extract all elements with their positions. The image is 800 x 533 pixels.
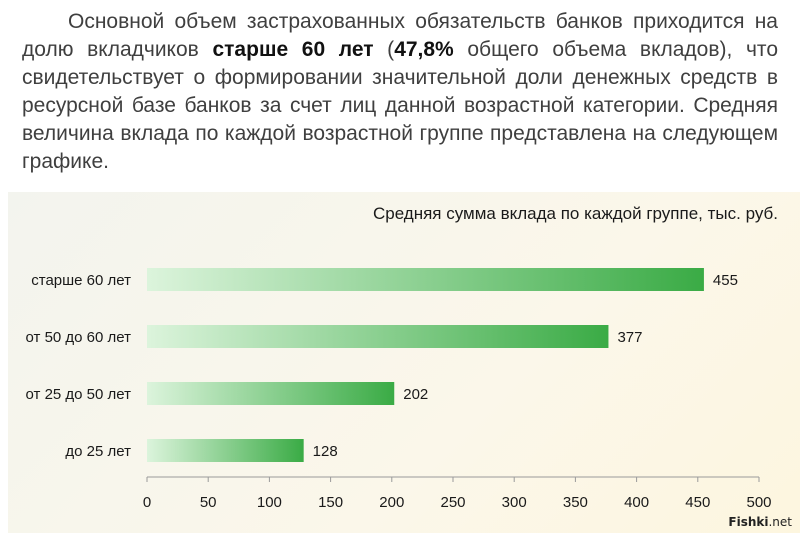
bar	[147, 268, 704, 291]
watermark-suffix: .net	[768, 515, 792, 529]
category-label: старше 60 лет	[31, 272, 131, 289]
x-tick-label: 350	[563, 494, 588, 511]
x-tick-label: 0	[143, 494, 151, 511]
chart-title: Средняя сумма вклада по каждой группе, т…	[372, 204, 778, 223]
bar	[147, 382, 395, 405]
category-label: до 25 лет	[65, 443, 131, 460]
x-tick-label: 450	[685, 494, 710, 511]
x-tick-label: 400	[624, 494, 649, 511]
bar	[147, 439, 304, 462]
data-label: 455	[713, 272, 738, 289]
x-tick-label: 150	[318, 494, 343, 511]
data-label: 128	[313, 443, 338, 460]
intro-text-2: (	[373, 38, 395, 61]
x-tick-label: 100	[257, 494, 282, 511]
intro-text-1: Основной объем застрахованных обязательс…	[22, 10, 778, 61]
data-label: 202	[403, 386, 428, 403]
data-label: 377	[617, 329, 642, 346]
bar	[147, 325, 609, 348]
intro-highlight-percent: 47,8%	[394, 38, 454, 61]
watermark: Fishki.net	[728, 515, 792, 529]
category-label: от 50 до 60 лет	[26, 329, 132, 346]
x-tick-label: 300	[502, 494, 527, 511]
x-tick-label: 500	[746, 494, 771, 511]
intro-text-3: общего объема вкладов), что свидетельств…	[22, 38, 778, 173]
x-tick-label: 50	[200, 494, 217, 511]
intro-paragraph: Основной объем застрахованных обязательс…	[22, 8, 778, 176]
x-tick-label: 200	[379, 494, 404, 511]
intro-highlight-age: старше 60 лет	[212, 38, 374, 61]
x-tick-label: 250	[440, 494, 465, 511]
watermark-brand: Fishki	[728, 515, 769, 529]
category-label: от 25 до 50 лет	[26, 386, 132, 403]
chart-panel	[8, 192, 800, 533]
